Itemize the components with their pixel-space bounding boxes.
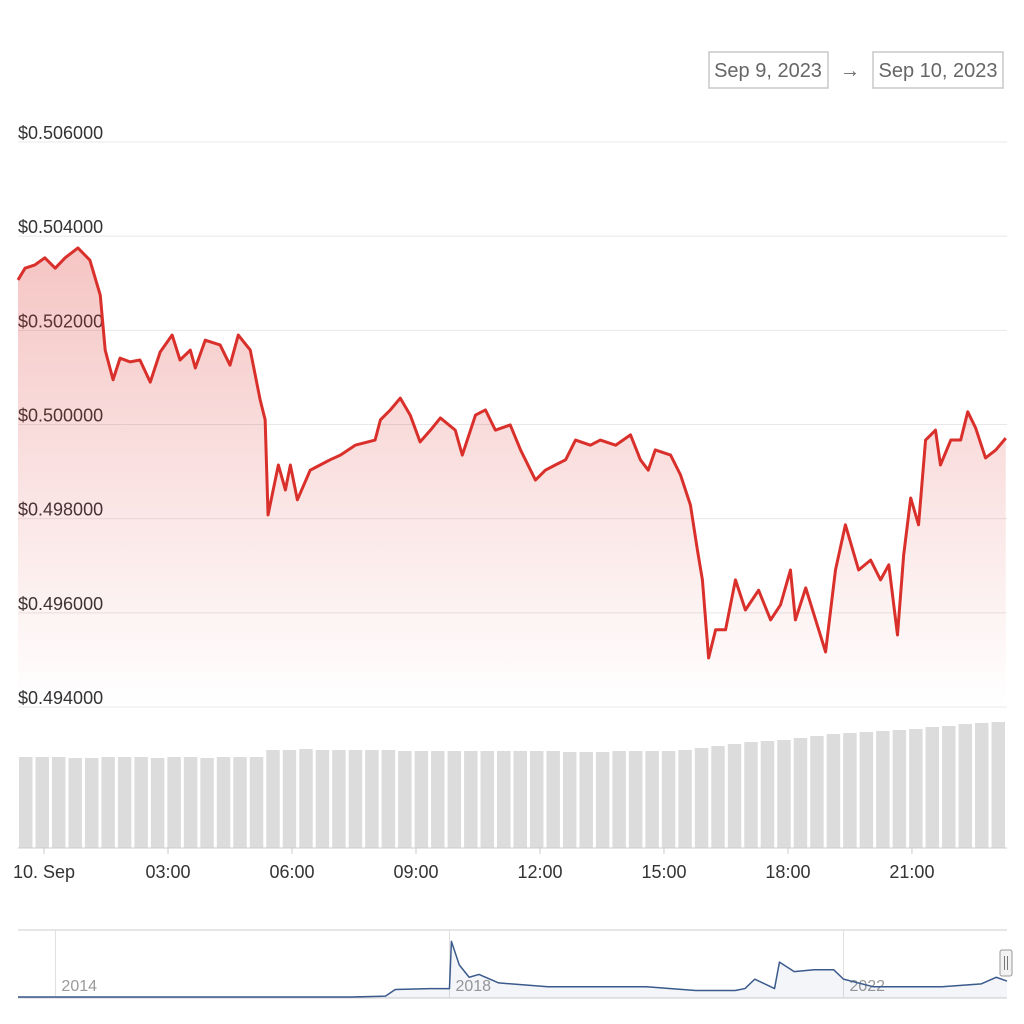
range-separator: → — [840, 60, 860, 82]
line — [16, 246, 1007, 660]
volume-bar — [266, 750, 280, 848]
volume-bar — [711, 746, 725, 848]
volume-bar — [727, 744, 742, 848]
volume-bar — [414, 751, 429, 848]
volume-bar — [299, 749, 313, 848]
volume-bar — [546, 751, 560, 848]
volume-bar — [810, 736, 824, 848]
volume-bar — [777, 740, 791, 848]
volume-bar — [909, 729, 923, 848]
volume-bar — [892, 730, 907, 848]
range-from[interactable]: Sep 9, 2023 — [714, 60, 822, 82]
volume-bar — [348, 750, 363, 848]
volume-bar — [315, 750, 330, 848]
volume-bar — [843, 733, 857, 848]
volume-bar — [975, 723, 989, 848]
volume-bar — [744, 742, 758, 848]
volume-bar — [793, 738, 808, 848]
range-to-box[interactable] — [872, 51, 1004, 89]
volume-bar — [233, 757, 247, 848]
x-tick-label: 15:00 — [641, 862, 686, 882]
range-from-box[interactable] — [708, 51, 829, 89]
x-tick-label: 10. Sep — [13, 862, 75, 882]
volume-bar — [497, 751, 511, 848]
volume-bar — [249, 757, 264, 848]
navigator-tick-label: 2014 — [61, 978, 97, 995]
x-tick-label: 09:00 — [393, 862, 438, 882]
volume-bar — [68, 758, 82, 848]
volume-bar — [958, 724, 973, 848]
navigator-handle[interactable] — [999, 949, 1013, 977]
volume-bar — [101, 757, 115, 848]
area — [18, 941, 1007, 998]
range-to[interactable]: Sep 10, 2023 — [879, 60, 998, 82]
volume-bar — [464, 751, 478, 848]
volume-bar — [694, 748, 709, 848]
volume-bar — [991, 722, 1005, 848]
volume-bar — [826, 734, 841, 848]
volume-bar — [216, 757, 231, 848]
x-tick-label: 03:00 — [146, 862, 191, 882]
x-tick-label: 21:00 — [889, 862, 934, 882]
volume-bar — [381, 750, 396, 848]
volume-bar — [562, 752, 577, 848]
volume-bar — [529, 751, 544, 848]
volume-bar — [612, 751, 626, 848]
y-tick-label: $0.506000 — [18, 123, 103, 143]
volume-bar — [183, 757, 198, 848]
volume-bar — [200, 758, 214, 848]
y-tick-label: $0.504000 — [18, 217, 103, 237]
volume-bar — [925, 727, 940, 848]
volume-bar — [167, 757, 181, 848]
volume-bar — [332, 750, 346, 848]
line — [18, 940, 1008, 998]
volume-bar — [282, 750, 297, 848]
volume-bar — [760, 741, 775, 848]
area — [18, 247, 1006, 707]
volume-bar — [595, 752, 610, 848]
volume-bar — [150, 758, 165, 848]
volume-bar — [645, 751, 659, 848]
volume-bar — [35, 757, 49, 848]
volume-bar — [859, 732, 874, 848]
volume-bar — [447, 751, 462, 848]
x-tick-label: 18:00 — [765, 862, 810, 882]
volume-bar — [365, 750, 379, 848]
volume-bar — [480, 751, 495, 848]
navigator-tick-label: 2018 — [455, 978, 491, 995]
volume-bar — [51, 757, 66, 848]
volume-bar — [398, 751, 412, 848]
volume-bar — [134, 757, 148, 848]
volume-bar — [942, 726, 956, 848]
volume-bar — [117, 757, 132, 848]
volume-bar — [628, 751, 643, 848]
volume-bar — [84, 758, 99, 848]
x-tick-label: 12:00 — [517, 862, 562, 882]
volume-bar — [579, 752, 593, 848]
volume-bar — [678, 750, 692, 848]
x-tick-label: 06:00 — [269, 862, 314, 882]
volume-bar — [19, 757, 33, 848]
volume-bar — [431, 751, 445, 848]
volume-bar — [661, 751, 676, 848]
volume-bar — [513, 751, 527, 848]
volume-bar — [876, 731, 890, 848]
